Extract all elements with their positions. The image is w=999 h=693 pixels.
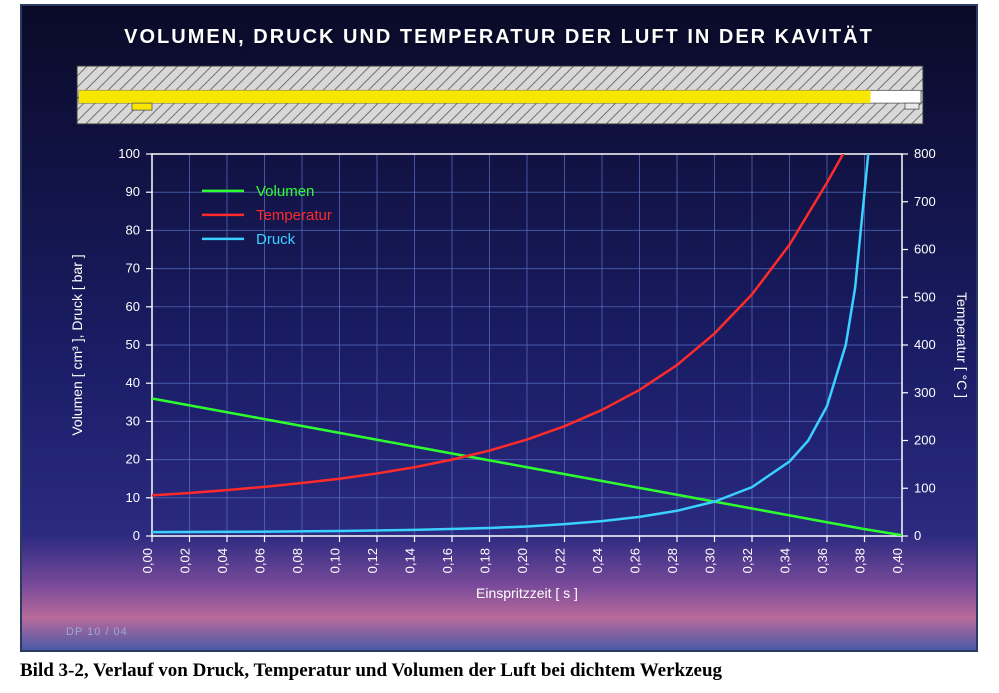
figure-frame: 0,00 0,02 0,04 0,06 0,08 0,10 0,12 0,14 0,16 0,18… — [20, 4, 978, 652]
svg-text:30: 30 — [126, 413, 140, 428]
svg-text:100: 100 — [914, 480, 936, 495]
svg-text:Druck: Druck — [256, 231, 296, 248]
svg-text:50: 50 — [126, 337, 140, 352]
svg-text:0,16: 0,16 — [440, 548, 455, 573]
cavity-schematic — [77, 66, 923, 124]
svg-text:20: 20 — [126, 452, 140, 467]
svg-text:90: 90 — [126, 184, 140, 199]
chart-title: VOLUMEN, DRUCK UND TEMPERATUR DER LUFT I… — [22, 26, 976, 49]
svg-text:0,24: 0,24 — [590, 548, 605, 573]
svg-text:0,14: 0,14 — [403, 548, 418, 573]
svg-text:Temperatur [ °C ]: Temperatur [ °C ] — [954, 292, 970, 398]
chart-svg: 0,00 0,02 0,04 0,06 0,08 0,10 0,12 0,14 0,16 0,18… — [22, 6, 976, 650]
svg-text:60: 60 — [126, 299, 140, 314]
svg-text:100: 100 — [118, 146, 140, 161]
svg-text:Einspritzzeit [ s ]: Einspritzzeit [ s ] — [476, 585, 578, 601]
svg-text:0,10: 0,10 — [328, 548, 343, 573]
svg-text:10: 10 — [126, 490, 140, 505]
svg-text:0: 0 — [914, 528, 921, 543]
svg-text:0,36: 0,36 — [815, 548, 830, 573]
svg-text:0,26: 0,26 — [628, 548, 643, 573]
svg-text:Temperatur: Temperatur — [256, 207, 332, 224]
svg-text:0,00: 0,00 — [140, 548, 155, 573]
svg-text:800: 800 — [914, 146, 936, 161]
svg-text:700: 700 — [914, 194, 936, 209]
page: 0,00 0,02 0,04 0,06 0,08 0,10 0,12 0,14 0,16 0,18… — [0, 0, 999, 693]
svg-text:0,30: 0,30 — [703, 548, 718, 573]
svg-text:0,06: 0,06 — [253, 548, 268, 573]
svg-text:0,40: 0,40 — [890, 548, 905, 573]
svg-text:0,28: 0,28 — [665, 548, 680, 573]
svg-text:0,38: 0,38 — [853, 548, 868, 573]
svg-text:0,22: 0,22 — [553, 548, 568, 573]
svg-text:400: 400 — [914, 337, 936, 352]
svg-text:0,02: 0,02 — [178, 548, 193, 573]
svg-text:Volumen: Volumen — [256, 183, 314, 200]
svg-text:0,12: 0,12 — [365, 548, 380, 573]
svg-text:200: 200 — [914, 433, 936, 448]
svg-text:600: 600 — [914, 242, 936, 257]
svg-text:Volumen [ cm³ ], Druck [ bar: Volumen [ cm³ ], Druck [ bar ] — [69, 254, 85, 435]
svg-text:0,08: 0,08 — [290, 548, 305, 573]
svg-text:0,32: 0,32 — [740, 548, 755, 573]
svg-text:0,18: 0,18 — [478, 548, 493, 573]
svg-text:0,20: 0,20 — [515, 548, 530, 573]
svg-text:500: 500 — [914, 289, 936, 304]
figure-caption: Bild 3-2, Verlauf von Druck, Temperatur … — [20, 660, 722, 682]
svg-text:70: 70 — [126, 261, 140, 276]
svg-text:0: 0 — [133, 528, 140, 543]
svg-text:300: 300 — [914, 385, 936, 400]
svg-text:0,04: 0,04 — [215, 548, 230, 573]
footer-code: DP 10 / 04 — [66, 626, 128, 638]
svg-text:80: 80 — [126, 222, 140, 237]
svg-text:0,34: 0,34 — [778, 548, 793, 573]
svg-text:40: 40 — [126, 375, 140, 390]
